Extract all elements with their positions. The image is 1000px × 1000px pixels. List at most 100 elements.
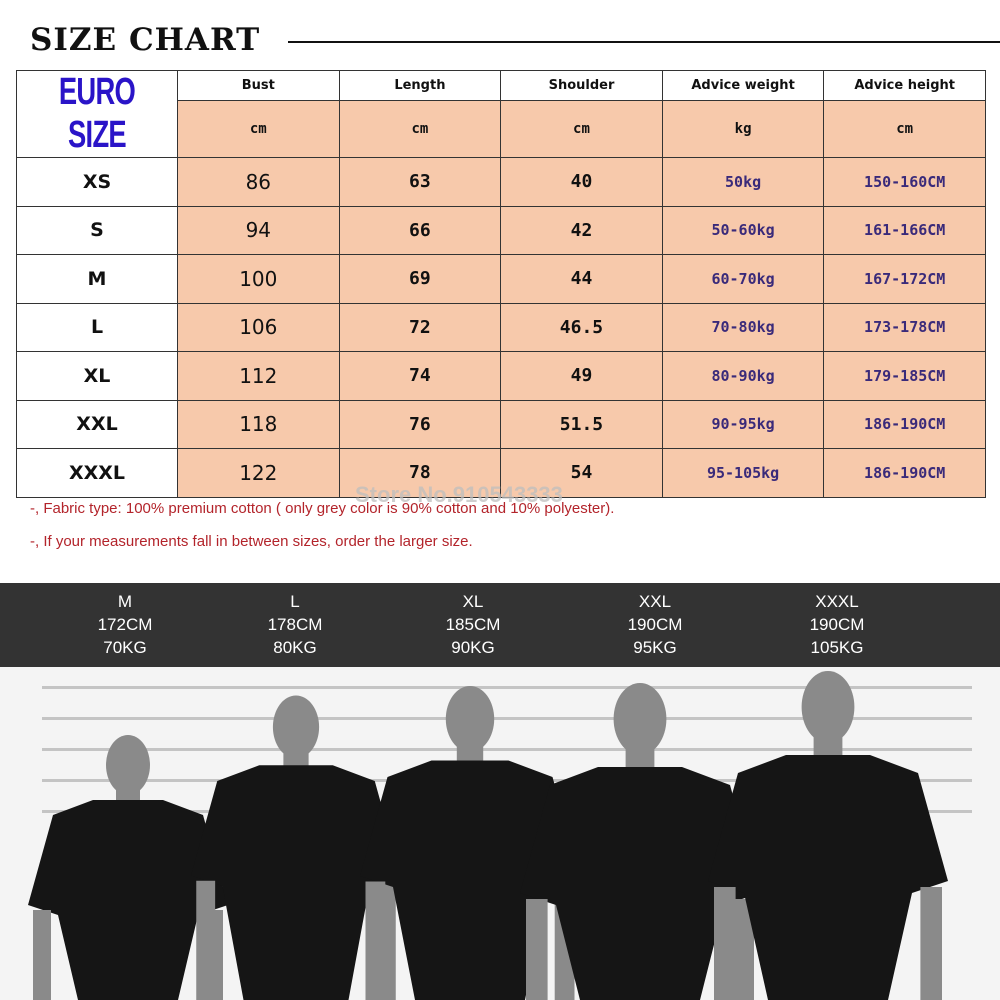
tshirt bbox=[28, 800, 228, 1000]
header-length: Length bbox=[338, 70, 502, 101]
unit-cell: cm bbox=[500, 99, 663, 159]
value-cell: 173-178CM bbox=[823, 302, 986, 352]
value-cell: 122 bbox=[177, 448, 340, 498]
left-arm bbox=[33, 910, 51, 1000]
right-arm bbox=[732, 899, 754, 1000]
value-cell: 69 bbox=[338, 254, 502, 304]
left-arm bbox=[196, 880, 216, 1000]
model-figure bbox=[708, 671, 948, 1000]
value-cell: 44 bbox=[500, 254, 663, 304]
head bbox=[272, 695, 320, 759]
head bbox=[801, 671, 855, 743]
value-cell: 118 bbox=[177, 399, 340, 449]
header-weight: Advice weight bbox=[661, 70, 825, 101]
size-cell: XS bbox=[16, 157, 178, 207]
height-line bbox=[42, 686, 972, 689]
corner-cell: EURO SIZE bbox=[16, 70, 178, 158]
model-size: XXXL bbox=[815, 592, 859, 611]
model-info: XXXL 190CM 105KG bbox=[777, 590, 897, 659]
table-row: XXXL 122 78 54 95-105kg 186-190CM bbox=[16, 448, 986, 498]
model-weight: 105KG bbox=[810, 638, 864, 657]
model-figure bbox=[360, 686, 580, 1000]
value-cell: 74 bbox=[338, 351, 502, 401]
value-cell: 80-90kg bbox=[661, 351, 825, 401]
height-line bbox=[42, 717, 972, 720]
value-cell: 90-95kg bbox=[661, 399, 825, 449]
value-cell: 106 bbox=[177, 302, 340, 352]
value-cell: 50-60kg bbox=[661, 205, 825, 255]
tshirt bbox=[360, 760, 580, 1000]
note-fabric: -, Fabric type: 100% premium cotton ( on… bbox=[30, 500, 615, 517]
value-cell: 40 bbox=[500, 157, 663, 207]
value-cell: 51.5 bbox=[500, 399, 663, 449]
size-cell: XL bbox=[16, 351, 178, 401]
value-cell: 42 bbox=[500, 205, 663, 255]
model-band bbox=[0, 583, 1000, 667]
table-row: XL 112 74 49 80-90kg 179-185CM bbox=[16, 351, 986, 401]
model-height: 185CM bbox=[445, 615, 501, 634]
value-cell: 66 bbox=[338, 205, 502, 255]
model-height: 190CM bbox=[627, 615, 683, 634]
value-cell: 186-190CM bbox=[823, 399, 986, 449]
watermark: Store No.910543333 bbox=[355, 482, 563, 507]
model-figure bbox=[191, 695, 401, 1000]
size-cell: XXXL bbox=[16, 448, 178, 498]
tshirt bbox=[520, 767, 760, 1000]
model-size: XXL bbox=[638, 592, 672, 611]
value-cell: 70-80kg bbox=[661, 302, 825, 352]
right-arm bbox=[920, 887, 942, 1000]
unit-cell: cm bbox=[823, 99, 986, 159]
value-cell: 54 bbox=[500, 448, 663, 498]
value-cell: 72 bbox=[338, 302, 502, 352]
value-cell: 100 bbox=[177, 254, 340, 304]
model-info: M 172CM 70KG bbox=[65, 590, 185, 659]
value-cell: 94 bbox=[177, 205, 340, 255]
value-cell: 95-105kg bbox=[661, 448, 825, 498]
model-size: XL bbox=[462, 592, 484, 611]
left-arm bbox=[526, 899, 548, 1000]
value-cell: 150-160CM bbox=[823, 157, 986, 207]
value-cell: 78 bbox=[338, 448, 502, 498]
unit-cell: cm bbox=[177, 99, 340, 159]
model-weight: 95KG bbox=[633, 638, 677, 657]
value-cell: 167-172CM bbox=[823, 254, 986, 304]
model-info: L 178CM 80KG bbox=[235, 590, 355, 659]
unit-cell: kg bbox=[661, 99, 825, 159]
head bbox=[613, 683, 667, 755]
model-weight: 70KG bbox=[103, 638, 147, 657]
model-weight: 80KG bbox=[273, 638, 317, 657]
model-info: XL 185CM 90KG bbox=[413, 590, 533, 659]
left-arm bbox=[714, 887, 736, 1000]
title-divider bbox=[288, 41, 1000, 43]
value-cell: 50kg bbox=[661, 157, 825, 207]
value-cell: 86 bbox=[177, 157, 340, 207]
unit-cell: cm bbox=[338, 99, 502, 159]
head bbox=[106, 735, 150, 795]
note-sizing: -, If your measurements fall in between … bbox=[30, 533, 473, 550]
tshirt bbox=[708, 755, 948, 1000]
model-height: 172CM bbox=[97, 615, 153, 634]
table-row: M 100 69 44 60-70kg 167-172CM bbox=[16, 254, 986, 304]
value-cell: 186-190CM bbox=[823, 448, 986, 498]
height-line bbox=[42, 748, 972, 751]
table-row: XXL 118 76 51.5 90-95kg 186-190CM bbox=[16, 399, 986, 449]
model-weight: 90KG bbox=[451, 638, 495, 657]
model-figure bbox=[520, 683, 760, 1000]
page-title: SIZE CHART bbox=[30, 22, 261, 58]
size-cell: S bbox=[16, 205, 178, 255]
size-cell: L bbox=[16, 302, 178, 352]
head bbox=[445, 686, 495, 752]
table-row: XS 86 63 40 50kg 150-160CM bbox=[16, 157, 986, 207]
table-row: S 94 66 42 50-60kg 161-166CM bbox=[16, 205, 986, 255]
model-height: 190CM bbox=[809, 615, 865, 634]
size-cell: XXL bbox=[16, 399, 178, 449]
value-cell: 63 bbox=[338, 157, 502, 207]
left-arm bbox=[365, 881, 386, 1000]
header-row: EURO SIZE Bust Length Shoulder Advice we… bbox=[16, 70, 986, 158]
value-cell: 112 bbox=[177, 351, 340, 401]
model-size: M bbox=[117, 592, 133, 611]
header-bust: Bust bbox=[177, 70, 340, 101]
value-cell: 76 bbox=[338, 399, 502, 449]
tshirt bbox=[191, 765, 401, 1000]
euro-size-label: EURO SIZE bbox=[58, 71, 136, 156]
